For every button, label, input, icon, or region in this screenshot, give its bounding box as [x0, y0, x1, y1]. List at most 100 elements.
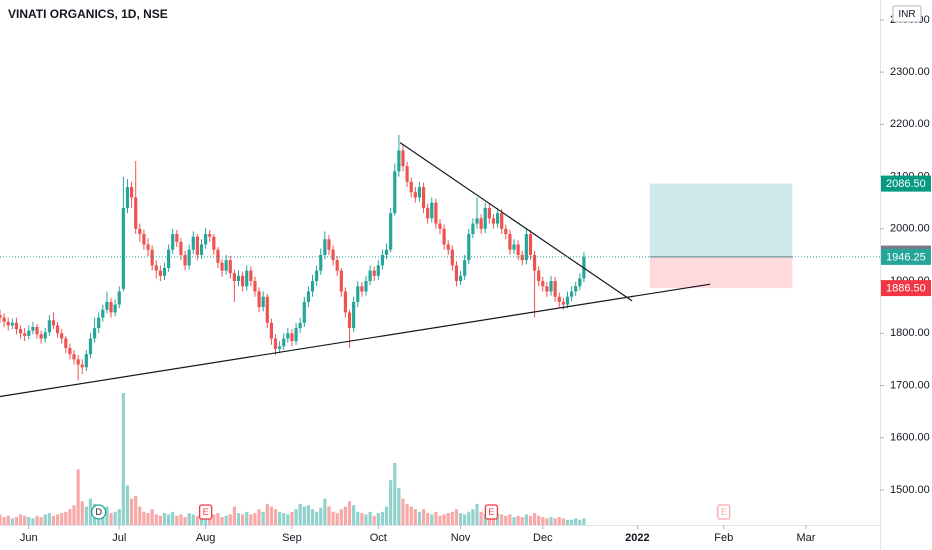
candle-body: [487, 207, 491, 219]
volume-bar: [549, 517, 553, 525]
volume-bar: [537, 515, 541, 525]
volume-bar: [150, 509, 154, 525]
volume-bar: [352, 505, 356, 525]
volume-bar: [129, 498, 134, 525]
volume-bar: [364, 514, 368, 525]
volume-bar: [142, 511, 146, 525]
volume-bar: [121, 393, 125, 525]
volume-bar: [261, 511, 265, 525]
volume-bar: [31, 518, 35, 525]
candle-body: [60, 333, 64, 339]
candle-body: [401, 150, 405, 167]
event-badge: [717, 504, 731, 520]
volume-bar: [561, 518, 565, 525]
candle-body: [88, 338, 93, 355]
volume-bar: [372, 515, 376, 525]
candle-body: [574, 286, 578, 292]
volume-bar: [117, 509, 121, 525]
volume-bar: [315, 511, 319, 525]
candle-body: [224, 260, 228, 271]
volume-bar: [434, 511, 438, 525]
candle-body: [446, 244, 450, 250]
volume-bar: [60, 513, 64, 525]
volume-bar: [278, 511, 282, 525]
candle-body: [553, 281, 557, 297]
volume-bar: [376, 513, 380, 525]
y-tick-label: 1700.00: [890, 379, 930, 391]
x-tick-label: 2022: [625, 532, 649, 544]
volume-bar: [134, 495, 138, 525]
volume-bar: [310, 509, 315, 525]
volume-bar: [10, 518, 14, 525]
candle-body: [442, 228, 446, 245]
volume-bar: [253, 513, 257, 525]
volume-bar: [43, 514, 47, 525]
candle-body: [450, 249, 454, 266]
volume-bar: [68, 509, 72, 525]
candle-body: [138, 228, 142, 235]
candle-body: [129, 187, 134, 198]
event-label: E: [488, 507, 494, 517]
volume-bar: [347, 501, 352, 525]
volume-bar: [426, 513, 430, 525]
volume-bar: [504, 515, 508, 525]
candle-body: [372, 270, 376, 276]
volume-bar: [574, 518, 578, 525]
candle-body: [389, 213, 393, 250]
x-tick-label: Feb: [714, 532, 733, 544]
trendline: [0, 283, 711, 398]
volume-bar: [397, 488, 401, 525]
candle-body: [208, 234, 212, 237]
volume-bar: [249, 514, 253, 525]
candle-body: [179, 241, 183, 255]
price-tag-label: 1946.25: [886, 251, 926, 263]
volume-bar: [331, 511, 335, 525]
candle-body: [549, 281, 553, 292]
volume-bar: [88, 498, 93, 525]
price-tag: [881, 248, 931, 265]
volume-bar: [384, 506, 389, 525]
volume-bar: [401, 498, 405, 525]
candle-body: [347, 312, 352, 329]
volume-bar: [545, 518, 549, 525]
volume-bar: [389, 480, 393, 525]
candle-body: [495, 213, 500, 224]
candle-body: [561, 301, 565, 305]
candle-body: [475, 218, 479, 224]
y-tick-label: 1600.00: [890, 432, 930, 444]
candle-body: [195, 236, 199, 255]
volume-bar: [450, 511, 454, 525]
volume-bar: [541, 517, 545, 525]
candle-body: [18, 329, 23, 334]
candle-body: [298, 322, 302, 329]
volume-bar: [125, 485, 130, 525]
volume-bar: [409, 506, 413, 525]
candle-body: [162, 267, 167, 276]
volume-bar: [113, 511, 117, 525]
candle-body: [409, 181, 413, 193]
candle-body: [578, 278, 582, 287]
volume-bar: [298, 503, 302, 525]
y-tick-label: 1500.00: [890, 484, 930, 496]
currency-box: [892, 5, 922, 23]
candle-body: [212, 236, 216, 250]
volume-bar: [146, 513, 150, 525]
volume-bar: [483, 513, 487, 525]
candle-body: [458, 275, 463, 282]
candle-body: [10, 322, 14, 326]
volume-bar: [216, 513, 220, 525]
candle-body: [228, 260, 232, 274]
candle-body: [6, 321, 10, 326]
candle-body: [150, 249, 154, 266]
volume-bar: [532, 513, 537, 525]
candle-body: [146, 244, 150, 250]
volume-bar: [475, 503, 479, 525]
volume-bar: [228, 514, 232, 525]
candle-body: [545, 286, 549, 292]
volume-bar: [438, 515, 442, 525]
price-tag: [881, 175, 931, 192]
volume-bar: [528, 515, 533, 525]
y-tick-label: 2200.00: [890, 118, 930, 130]
